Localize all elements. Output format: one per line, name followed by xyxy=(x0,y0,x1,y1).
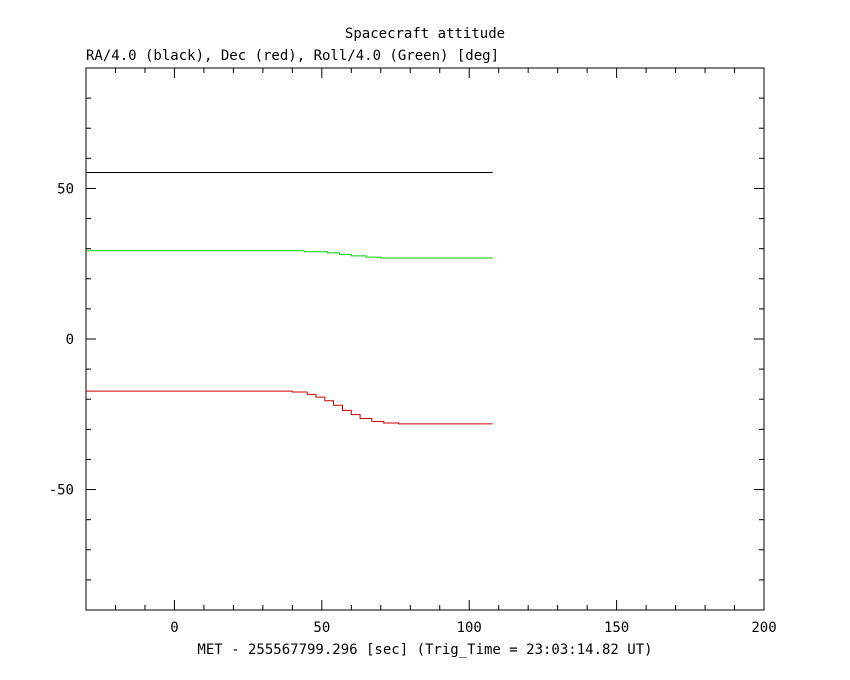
x-tick-label: 50 xyxy=(313,620,330,636)
x-tick-label: 100 xyxy=(457,620,482,636)
y-tick-label: 0 xyxy=(66,332,74,348)
series-line-2 xyxy=(86,250,493,259)
x-axis-label: MET - 255567799.296 [sec] (Trig_Time = 2… xyxy=(197,642,652,658)
axis-tick-labels: 0 50 100 150 200 50 0 -50 xyxy=(49,181,777,636)
x-tick-label: 0 xyxy=(170,620,178,636)
y-tick-label: -50 xyxy=(49,483,74,499)
series-lines xyxy=(86,172,493,425)
x-tick-label: 200 xyxy=(751,620,776,636)
series-line-3 xyxy=(86,390,493,425)
y-tick-label: 50 xyxy=(57,181,74,197)
chart-title: Spacecraft attitude xyxy=(345,26,505,42)
axis-ticks xyxy=(86,68,765,610)
plot-frame xyxy=(85,67,765,611)
x-tick-label: 150 xyxy=(604,620,629,636)
chart-subtitle: RA/4.0 (black), Dec (red), Roll/4.0 (Gre… xyxy=(86,48,499,64)
